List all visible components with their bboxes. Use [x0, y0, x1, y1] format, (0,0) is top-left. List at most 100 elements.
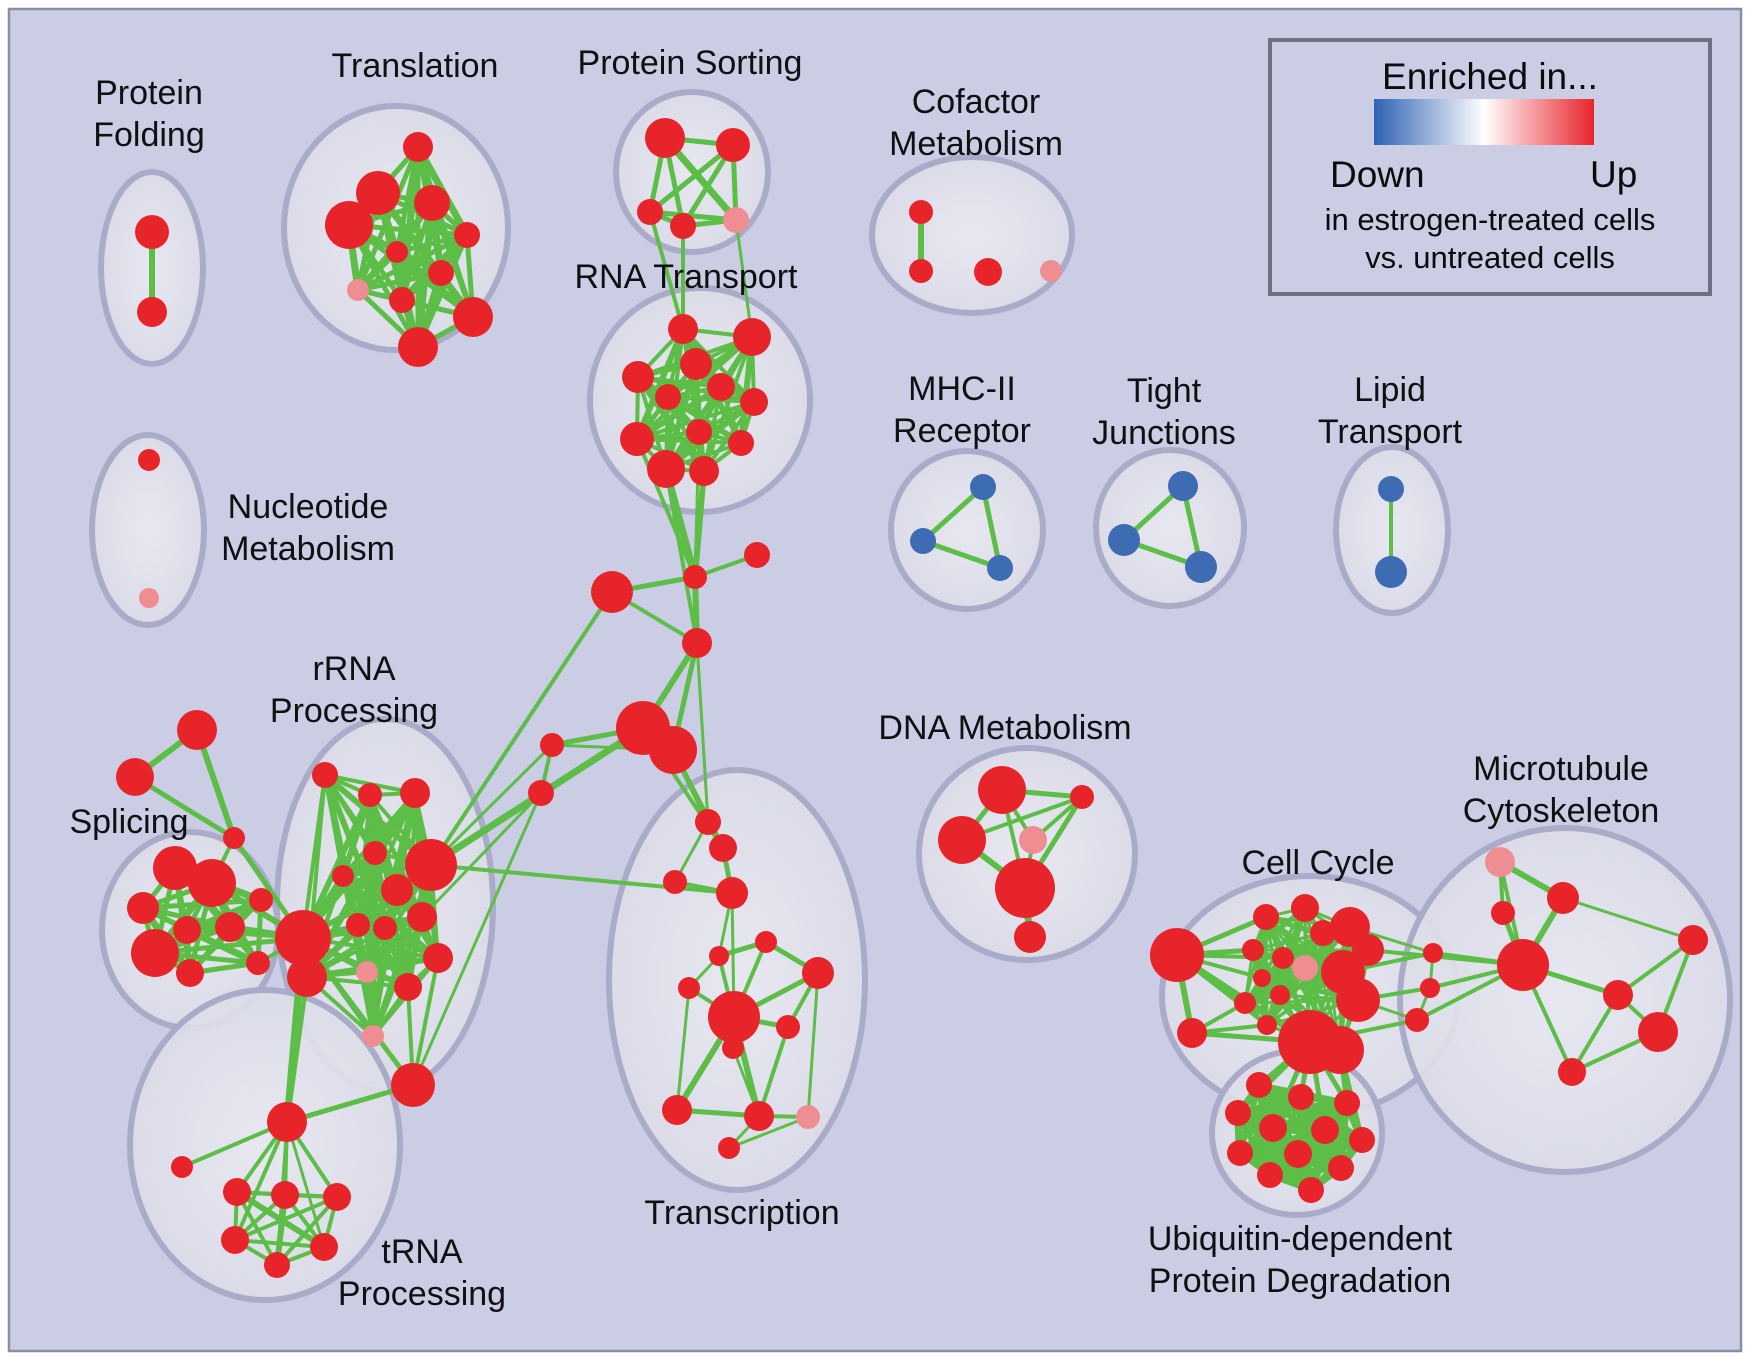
node-tight-junctions [1185, 551, 1217, 583]
node-ubiquitin-degradation [1227, 1140, 1253, 1166]
cluster-label-rrna-processing: Processing [270, 692, 438, 730]
edge-mhc-ii-receptor [920, 484, 986, 544]
node-protein-sorting [645, 118, 685, 158]
edge-translation [398, 143, 422, 304]
node-mhc-ii-receptor [970, 474, 996, 500]
cluster-label-translation: Translation [332, 47, 499, 85]
node-rrna-processing [381, 874, 413, 906]
node-rrna-processing [363, 841, 387, 865]
node-ubiquitin-degradation [1328, 1155, 1354, 1181]
cluster-label-protein-folding: Protein [95, 74, 203, 112]
edge-mhc-ii-receptor [980, 484, 1003, 571]
node-transcription [744, 1101, 774, 1131]
edge-ubiquitin-degradation [1235, 1100, 1350, 1116]
node-translation [453, 297, 493, 337]
node-nucleotide-metabolism [138, 449, 160, 471]
node-microtubule-cytoskeleton [1485, 847, 1515, 877]
node-translation [414, 185, 450, 221]
edge-protein-sorting [647, 142, 736, 215]
cluster-labels: Protein Folding Translation Protein Sorting… [69, 44, 1659, 1313]
edge-transcription [806, 971, 820, 1119]
node-trna-processing [267, 1102, 307, 1142]
node-cell-cycle [1352, 934, 1384, 966]
node-splicing [153, 846, 197, 890]
node-ubiquitin-degradation [1284, 1140, 1312, 1168]
node-ubiquitin-degradation [1298, 1177, 1324, 1203]
node-protein-sorting [716, 128, 750, 162]
node-rrna-processing [356, 961, 378, 983]
node-rna-transport [622, 361, 654, 393]
node-rrna-processing [394, 973, 422, 1001]
node-translation [428, 260, 454, 286]
node-trna-processing [323, 1183, 351, 1211]
node-microtubule-cytoskeleton [1558, 1058, 1586, 1086]
node-rna-transport [668, 314, 698, 344]
edge-transcription [757, 1025, 790, 1118]
node-cell-cycle [1253, 969, 1271, 987]
node-translation [398, 327, 438, 367]
edge-transcription [675, 986, 691, 1112]
node-protein-sorting [723, 207, 749, 233]
cluster-label-trna-processing: tRNA [381, 1233, 463, 1271]
edge-rrna-processing [371, 926, 387, 1038]
cluster-label-mhc-ii-receptor: Receptor [893, 412, 1031, 450]
edge-inter [284, 974, 310, 1125]
node-rna-transport [689, 456, 719, 486]
node-protein-sorting [670, 213, 696, 239]
node-connectors [528, 780, 554, 806]
node-rrna-processing [373, 916, 397, 940]
node-transcription [716, 877, 748, 909]
node-dna-metabolism [978, 766, 1026, 814]
edge-rna-transport [666, 395, 756, 404]
cluster-ellipse-cofactor-metabolism [869, 154, 1075, 316]
node-cell-cycle [1150, 928, 1204, 982]
node-connectors [540, 733, 564, 757]
node-rna-transport [647, 450, 685, 488]
node-ubiquitin-degradation [1259, 1114, 1287, 1142]
edge-inter [300, 935, 416, 1088]
node-tight-junctions [1168, 471, 1198, 501]
cluster-label-nucleotide-metabolism: Nucleotide [228, 488, 389, 526]
node-microtubule-cytoskeleton [1603, 980, 1633, 1010]
node-mhc-ii-receptor [987, 555, 1013, 581]
cluster-label-microtubule-cytoskeleton: Cytoskeleton [1463, 792, 1660, 830]
node-microtubule-cytoskeleton [1497, 939, 1549, 991]
node-connectors [223, 827, 245, 849]
edge-inter [695, 641, 710, 824]
cluster-label-dna-metabolism: DNA Metabolism [878, 709, 1131, 747]
node-cell-cycle [1253, 904, 1279, 930]
node-cell-cycle [1310, 920, 1336, 946]
node-cell-cycle [1234, 992, 1256, 1014]
cluster-label-tight-junctions: Tight [1127, 372, 1202, 410]
node-rrna-processing [423, 943, 453, 973]
node-lipid-transport [1378, 476, 1404, 502]
node-connectors [591, 571, 633, 613]
node-splicing [131, 929, 179, 977]
node-transcription [755, 931, 777, 953]
node-rrna-processing [332, 865, 354, 887]
cluster-label-transcription: Transcription [644, 1194, 839, 1232]
node-translation [325, 201, 373, 249]
node-rrna-processing [358, 783, 382, 807]
node-transcription [796, 1105, 820, 1129]
edge-protein-sorting [647, 209, 739, 223]
cluster-label-cell-cycle: Cell Cycle [1241, 844, 1394, 882]
node-cofactor-metabolism [909, 200, 933, 224]
cluster-label-microtubule-cytoskeleton: Microtubule [1473, 750, 1649, 788]
legend-up-label: Up [1590, 154, 1638, 195]
edge-trna-processing [285, 1120, 326, 1249]
cluster-label-cofactor-metabolism: Metabolism [889, 125, 1063, 163]
cluster-label-mhc-ii-receptor: MHC-II [908, 370, 1016, 408]
node-rrna-processing [346, 913, 370, 937]
legend: Enriched in... Down Up in estrogen-treat… [1268, 38, 1712, 296]
node-rna-transport [620, 422, 654, 456]
edge-inter [734, 218, 754, 339]
cluster-ellipse-microtubule-cytoskeleton [1397, 825, 1733, 1175]
edge-inter [635, 437, 697, 579]
cluster-label-lipid-transport: Transport [1318, 413, 1463, 451]
cluster-ellipse-mhc-ii-receptor [888, 448, 1046, 612]
node-cell-cycle [1291, 894, 1319, 922]
legend-down-label: Down [1330, 154, 1425, 195]
node-cell-cycle [1336, 978, 1380, 1022]
